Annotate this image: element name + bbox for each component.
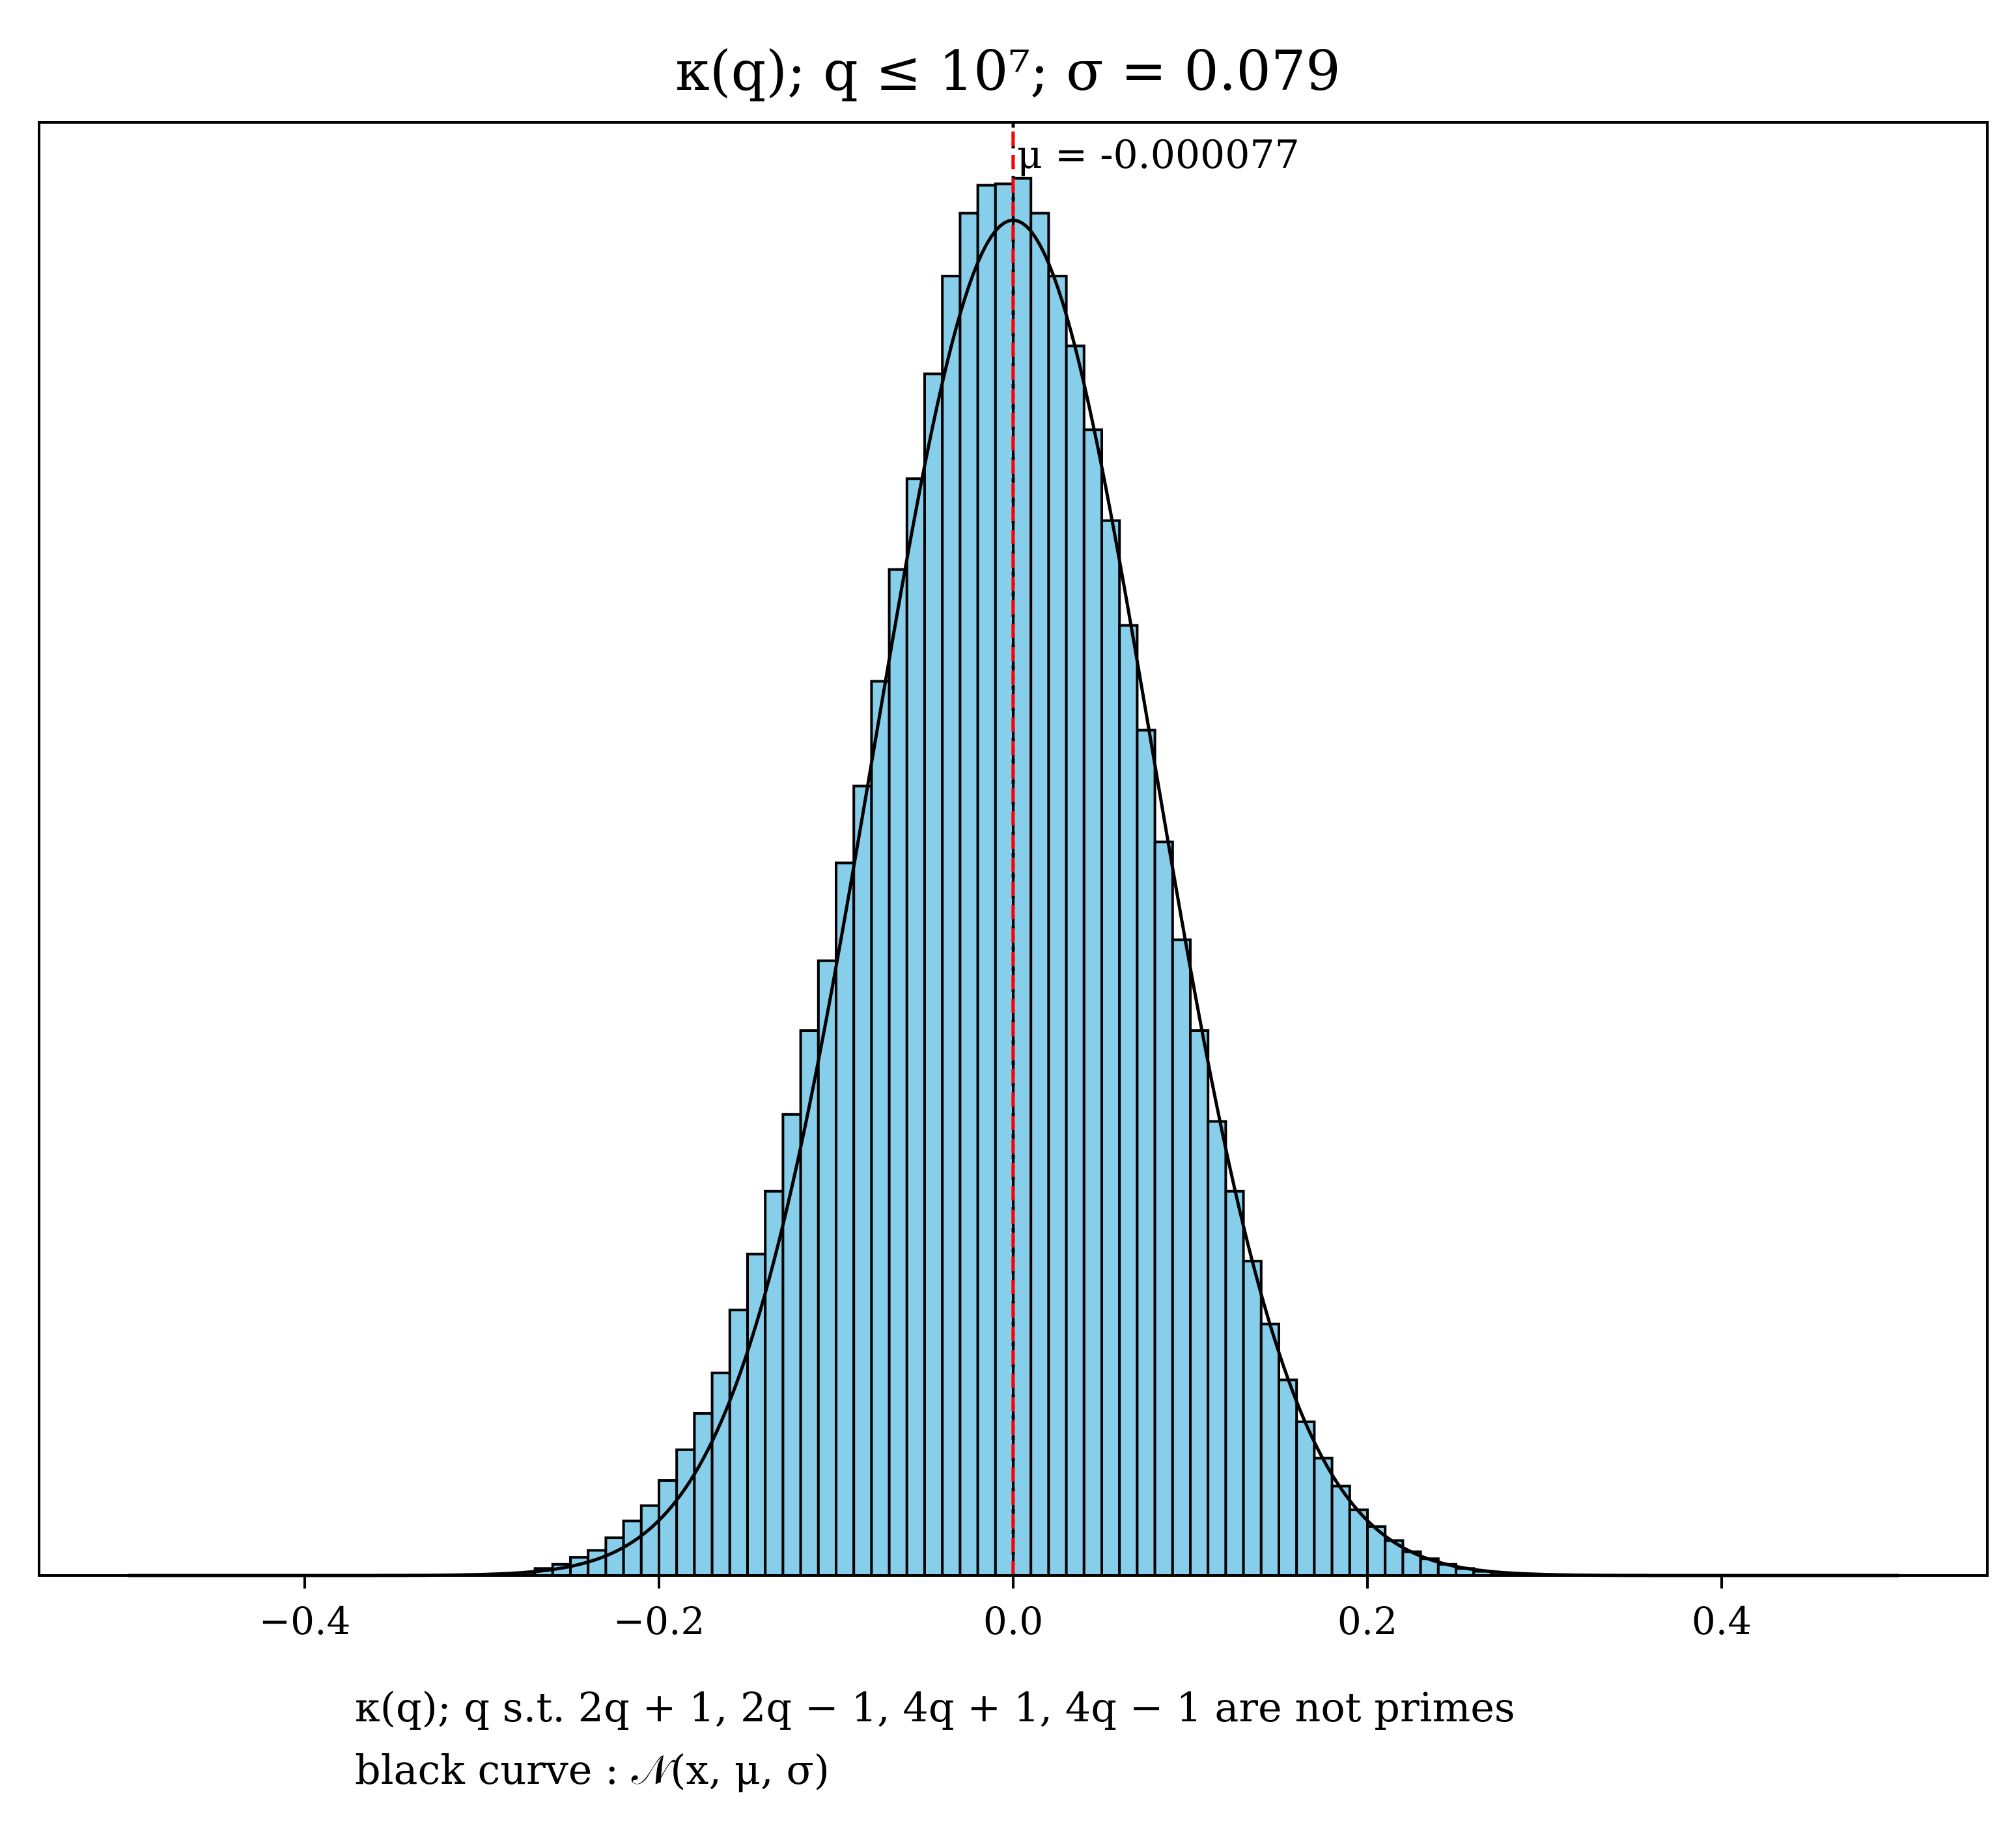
histogram-bar (1118, 624, 1139, 1577)
histogram-bar (1313, 1456, 1334, 1577)
histogram-bar (1207, 1120, 1227, 1577)
histogram-bar (1029, 212, 1050, 1577)
chart-title-text: κ(q); q ≤ 10⁷; σ = 0.079 (675, 39, 1341, 103)
histogram-bar (1242, 1260, 1263, 1577)
histogram-bar (1259, 1322, 1281, 1577)
histogram-bar (639, 1504, 660, 1577)
histogram-bar (658, 1479, 679, 1577)
histogram-bar (1224, 1189, 1245, 1577)
histogram-bar (923, 372, 944, 1577)
histogram-bar (976, 184, 997, 1577)
histogram-bar (835, 861, 856, 1577)
histogram-bar (870, 680, 891, 1577)
x-axis: −0.4 −0.2 0.0 0.2 0.4 (259, 1575, 1752, 1643)
histogram-bar (1295, 1420, 1316, 1577)
histogram-bar (1100, 519, 1121, 1577)
histogram-bar (675, 1448, 696, 1577)
histogram-bar (1136, 729, 1156, 1577)
chart-title: κ(q); q ≤ 10⁷; σ = 0.079 (675, 39, 1341, 103)
histogram-bar (1047, 275, 1068, 1577)
histogram-bar (728, 1309, 749, 1577)
histogram-bar (1065, 344, 1085, 1577)
histogram-bar (1012, 176, 1033, 1577)
histogram-bar (905, 477, 927, 1577)
histogram-bar (1153, 840, 1174, 1577)
histogram-bar (1189, 1029, 1210, 1577)
histogram-bar (604, 1536, 625, 1577)
x-tick-label: −0.4 (259, 1599, 351, 1643)
histogram-bar (959, 212, 979, 1577)
x-tick-label: 0.0 (983, 1599, 1043, 1643)
x-axis-label: κ(q); q s.t. 2q + 1, 2q − 1, 4q + 1, 4q … (355, 1684, 1515, 1794)
histogram-bar (888, 568, 908, 1577)
histogram-bar (1171, 938, 1192, 1577)
histogram-bar (994, 182, 1015, 1577)
histogram-bar (693, 1412, 714, 1577)
annotations: μ = -0.000077 (1017, 132, 1300, 178)
x-tick-label: 0.4 (1692, 1599, 1752, 1643)
x-tick-label: −0.2 (613, 1599, 705, 1643)
mean-annotation: μ = -0.000077 (1017, 132, 1300, 178)
histogram-bar (1082, 428, 1104, 1577)
x-tick-label: 0.2 (1337, 1599, 1397, 1643)
histogram-bar (817, 959, 838, 1577)
histogram-bar (764, 1189, 785, 1577)
histogram-bar (622, 1520, 643, 1577)
x-axis-label-line-2: black curve : 𝒩(x, μ, σ) (355, 1746, 830, 1794)
histogram-bar (852, 784, 873, 1577)
histogram-bar (1278, 1378, 1298, 1577)
histogram-bar (941, 275, 962, 1577)
plot-area (128, 122, 1899, 1577)
x-axis-label-line-1: κ(q); q s.t. 2q + 1, 2q − 1, 4q + 1, 4q … (355, 1684, 1515, 1731)
